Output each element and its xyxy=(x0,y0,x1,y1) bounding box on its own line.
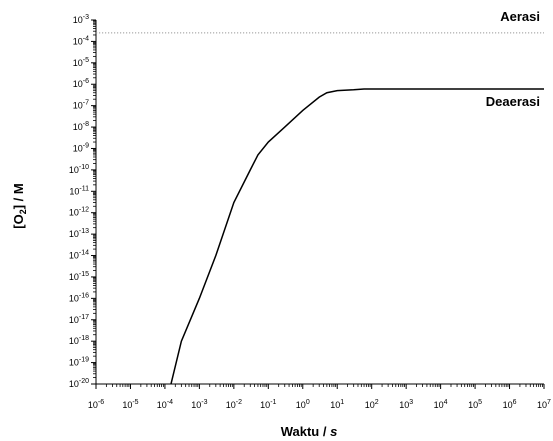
x-tick-label: 106 xyxy=(503,399,517,410)
plot-area: 10-6 10-5 10-4 10-3 10-2 10-1 100 101 102 103 104 1… xyxy=(69,9,551,410)
y-axis-title: [O2] / M xyxy=(11,183,28,228)
x-axis-title: Waktu / s xyxy=(281,424,338,439)
x-tick-label: 10-6 xyxy=(88,399,104,410)
x-tick-label: 105 xyxy=(468,399,482,410)
x-tick-label: 104 xyxy=(434,399,448,410)
y-tick-label: 10-10 xyxy=(69,164,89,175)
y-tick-label: 10-11 xyxy=(69,185,89,196)
y-tick-label: 10-4 xyxy=(73,35,89,46)
x-tick-label: 100 xyxy=(296,399,310,410)
series-layer xyxy=(96,32,544,385)
y-tick-label: 10-13 xyxy=(69,228,89,239)
x-tick-label: 10-2 xyxy=(226,399,242,410)
y-tick-label: 10-6 xyxy=(73,78,89,89)
y-tick-label: 10-7 xyxy=(73,100,89,111)
y-tick-label: 10-5 xyxy=(73,57,89,68)
y-tick-label: 10-3 xyxy=(73,14,89,25)
y-tick-label: 10-12 xyxy=(69,207,89,218)
y-tick-label: 10-17 xyxy=(69,314,89,325)
y-tick-label: 10-20 xyxy=(69,378,89,389)
series-line-deaerasi xyxy=(170,88,544,385)
x-tick-label: 102 xyxy=(365,399,379,410)
x-tick-label: 107 xyxy=(537,399,551,410)
y-ticks: 10-3 10-4 10-5 10-6 10-7 10-8 10-9 10-10 10-11 10… xyxy=(69,14,96,389)
y-tick-label: 10-15 xyxy=(69,271,89,282)
series-labels: Aerasi Deaerasi xyxy=(486,9,540,109)
x-tick-label: 101 xyxy=(330,399,344,410)
y-tick-label: 10-8 xyxy=(73,121,89,132)
x-tick-label: 10-5 xyxy=(122,399,138,410)
x-ticks: 10-6 10-5 10-4 10-3 10-2 10-1 100 101 102 103 104 1… xyxy=(88,384,551,410)
y-tick-label: 10-19 xyxy=(69,357,89,368)
y-tick-label: 10-9 xyxy=(73,142,89,153)
y-tick-label: 10-18 xyxy=(69,335,89,346)
y-tick-label: 10-14 xyxy=(69,250,89,261)
x-tick-label: 10-4 xyxy=(157,399,173,410)
series-label-deaerasi: Deaerasi xyxy=(486,94,540,109)
x-tick-label: 10-3 xyxy=(191,399,207,410)
series-label-aerasi: Aerasi xyxy=(500,9,540,24)
x-tick-label: 10-1 xyxy=(260,399,276,410)
y-tick-label: 10-16 xyxy=(69,292,89,303)
x-tick-label: 103 xyxy=(399,399,413,410)
